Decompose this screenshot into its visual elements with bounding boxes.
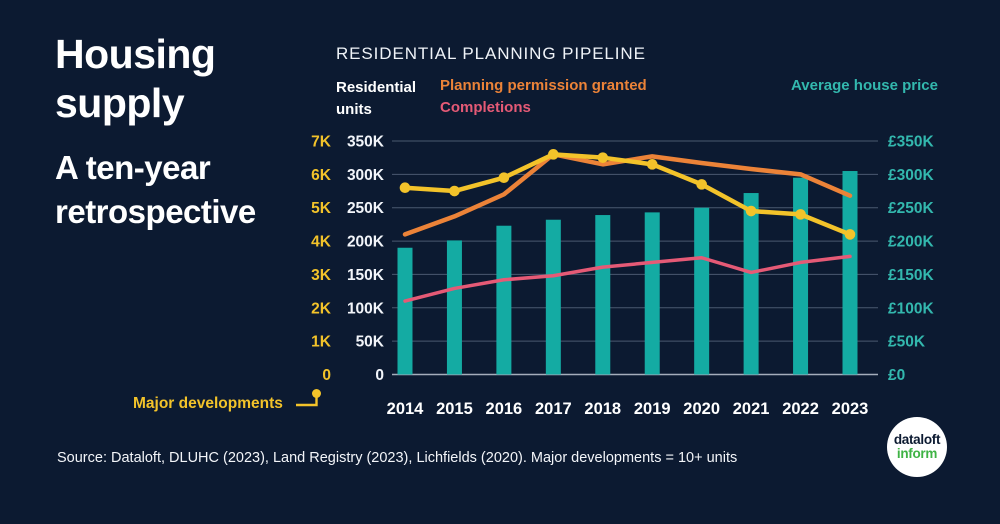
bar-avg_house_price-2022 bbox=[793, 177, 809, 375]
far_left-axis-tick: 5K bbox=[311, 200, 332, 217]
year-label-2014: 2014 bbox=[387, 400, 425, 418]
right-axis-tick: £0 bbox=[888, 367, 905, 384]
left-axis-tick: 100K bbox=[347, 300, 385, 317]
left-axis-tick: 0 bbox=[375, 367, 384, 384]
legend-residential-units: Residential units bbox=[336, 79, 417, 118]
bar-avg_house_price-2021 bbox=[743, 193, 759, 375]
left-axis-tick: 150K bbox=[347, 267, 385, 284]
far_left-axis-tick: 6K bbox=[311, 167, 332, 184]
bar-avg_house_price-2020 bbox=[694, 207, 710, 375]
major_developments-marker-2018 bbox=[597, 152, 609, 163]
year-label-2018: 2018 bbox=[584, 400, 621, 418]
year-label-2019: 2019 bbox=[634, 400, 671, 418]
year-label-2021: 2021 bbox=[733, 400, 770, 418]
page-title: Housing supply bbox=[55, 31, 216, 127]
right-axis-tick: £350K bbox=[888, 134, 934, 151]
year-label-2015: 2015 bbox=[436, 400, 473, 418]
year-label-2022: 2022 bbox=[782, 400, 819, 418]
year-label-2016: 2016 bbox=[486, 400, 523, 418]
right-axis-tick: £50K bbox=[888, 334, 926, 351]
major-developments-callout-dot bbox=[312, 389, 321, 398]
major_developments-marker-2021 bbox=[745, 205, 757, 217]
left-axis-tick: 250K bbox=[347, 200, 385, 217]
bar-avg_house_price-2016 bbox=[496, 225, 512, 375]
year-label-2020: 2020 bbox=[683, 400, 720, 418]
planning_permission_granted-line bbox=[402, 152, 853, 237]
bar-avg_house_price-2023 bbox=[842, 171, 858, 375]
chart-title: RESIDENTIAL PLANNING PIPELINE bbox=[336, 44, 646, 63]
far_left-axis-tick: 2K bbox=[311, 300, 332, 317]
source-note: Source: Dataloft, DLUHC (2023), Land Reg… bbox=[57, 450, 738, 466]
logo-dataloft-text: dataloft bbox=[893, 432, 941, 448]
legend-planning-permission-granted: Planning permission granted bbox=[440, 77, 647, 94]
major_developments-marker-2020 bbox=[696, 179, 707, 190]
right-axis-tick: £250K bbox=[888, 200, 934, 217]
major_developments-marker-2015 bbox=[449, 185, 460, 197]
year-label-2023: 2023 bbox=[832, 400, 869, 418]
far_left-axis-tick: 3K bbox=[311, 267, 332, 284]
legend-completions: Completions bbox=[440, 99, 531, 116]
right-axis-tick: £150K bbox=[888, 267, 934, 284]
logo-inform-text: inform bbox=[896, 446, 938, 461]
bar-avg_house_price-2017 bbox=[545, 219, 561, 375]
left-axis-tick: 300K bbox=[347, 167, 385, 184]
major_developments-marker-2023 bbox=[844, 229, 856, 240]
major_developments-marker-2017 bbox=[548, 149, 559, 160]
major_developments-marker-2019 bbox=[646, 159, 658, 170]
year-label-2017: 2017 bbox=[535, 400, 572, 418]
page-subtitle: A ten-year retrospective bbox=[55, 149, 256, 230]
far_left-axis-tick: 1K bbox=[311, 334, 332, 351]
left-axis-tick: 200K bbox=[347, 234, 385, 251]
left-axis-tick: 50K bbox=[356, 334, 385, 351]
major-developments-callout-line bbox=[296, 397, 318, 407]
right-axis-tick: £100K bbox=[888, 300, 934, 317]
major_developments-marker-2016 bbox=[498, 172, 510, 183]
bar-avg_house_price-2019 bbox=[644, 212, 660, 375]
far_left-axis-tick: 7K bbox=[311, 134, 332, 151]
major_developments-marker-2022 bbox=[795, 209, 806, 220]
right-axis-tick: £300K bbox=[888, 167, 934, 184]
far_left-axis-tick: 4K bbox=[311, 234, 332, 251]
dataloft-inform-logo: dataloft inform bbox=[887, 417, 947, 477]
bar-avg_house_price-2014 bbox=[397, 247, 413, 375]
major_developments-marker-2014 bbox=[399, 182, 411, 193]
legend-average-house-price: Average house price bbox=[790, 77, 938, 94]
major_developments-line bbox=[402, 152, 853, 237]
left-axis-tick: 350K bbox=[347, 134, 385, 151]
major-developments-callout-label: Major developments bbox=[133, 395, 283, 412]
right-axis-tick: £200K bbox=[888, 234, 934, 251]
completions-line bbox=[403, 254, 852, 303]
bar-avg_house_price-2015 bbox=[446, 240, 462, 375]
bar-avg_house_price-2018 bbox=[595, 215, 611, 375]
far_left-axis-tick: 0 bbox=[322, 367, 331, 384]
